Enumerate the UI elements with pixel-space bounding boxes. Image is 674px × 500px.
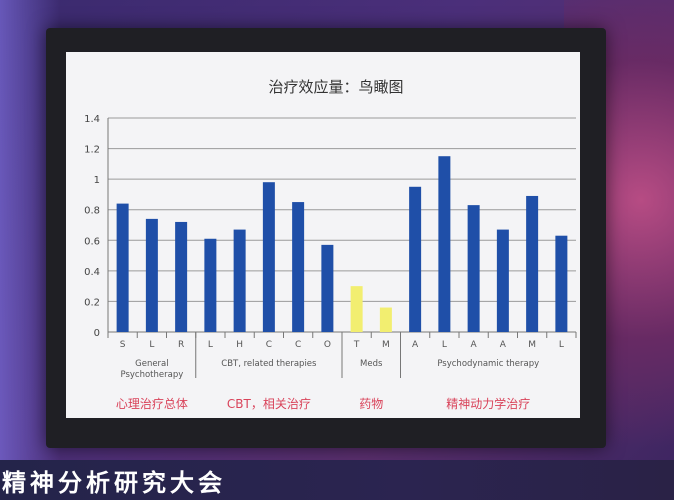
y-tick-label: 0.4	[84, 267, 100, 278]
bar	[438, 156, 451, 332]
x-tick-label: L	[559, 340, 564, 350]
chart-title: 治疗效应量：鸟瞰图	[268, 78, 403, 96]
group-caption: 心理治疗总体	[116, 397, 188, 411]
x-tick-label: A	[500, 340, 507, 350]
group-caption: CBT，相关治疗	[227, 397, 311, 411]
bar	[350, 286, 363, 332]
bar	[175, 221, 188, 332]
x-tick-label: L	[149, 340, 154, 350]
y-tick-label: 0.6	[84, 236, 100, 247]
y-tick-label: 1.2	[84, 145, 100, 156]
x-tick-label: A	[412, 340, 419, 350]
bar	[292, 202, 305, 332]
bar	[379, 307, 392, 332]
bar	[555, 235, 568, 332]
bar	[496, 229, 509, 332]
event-banner	[0, 460, 674, 500]
bar-chart: 治疗效应量：鸟瞰图 0 0.2 0.4 0.6 0.8 1 1.2 1.4 S L R L H C C O T…	[84, 78, 577, 411]
x-tick-label: A	[471, 340, 478, 350]
bar	[321, 244, 334, 332]
x-tick-label: S	[120, 340, 126, 350]
group-caption: 药物	[359, 397, 383, 411]
y-tick-label: 1.4	[84, 114, 100, 125]
y-tick-label: 0.8	[84, 206, 100, 217]
presentation-slide: 治疗效应量：鸟瞰图 0 0.2 0.4 0.6 0.8 1 1.2 1.4 S L R L H C C O T…	[66, 52, 580, 418]
group-label: Psychodynamic therapy	[437, 359, 539, 369]
bar	[526, 195, 539, 332]
x-tick-label: L	[208, 340, 213, 350]
group-label: CBT, related therapies	[221, 359, 317, 369]
y-tick-label: 1	[94, 175, 100, 186]
bar	[262, 182, 275, 332]
event-banner-title: 精神分析研究大会	[2, 469, 226, 497]
group-label: Meds	[360, 359, 383, 369]
bar	[409, 186, 422, 332]
bars	[116, 156, 568, 332]
y-tick-label: 0	[94, 328, 100, 339]
x-tick-label: R	[178, 340, 184, 350]
bar	[116, 203, 129, 332]
y-axis-ticks: 0 0.2 0.4 0.6 0.8 1 1.2 1.4	[84, 114, 100, 339]
x-tick-label: H	[236, 340, 243, 350]
x-tick-label: O	[324, 340, 331, 350]
group-label: General	[135, 359, 169, 369]
x-tick-label: M	[528, 340, 536, 350]
bar	[204, 238, 217, 332]
group-label: Psychotherapy	[120, 370, 183, 380]
group-caption: 精神动力学治疗	[446, 396, 530, 411]
x-tick-label: C	[266, 340, 272, 350]
bar	[145, 218, 158, 332]
x-tick-label: L	[442, 340, 447, 350]
y-tick-label: 0.2	[84, 297, 100, 308]
bar	[233, 229, 246, 332]
bar	[467, 205, 480, 332]
x-tick-label: C	[295, 340, 301, 350]
x-tick-label: M	[382, 340, 390, 350]
x-tick-label: T	[353, 340, 360, 350]
